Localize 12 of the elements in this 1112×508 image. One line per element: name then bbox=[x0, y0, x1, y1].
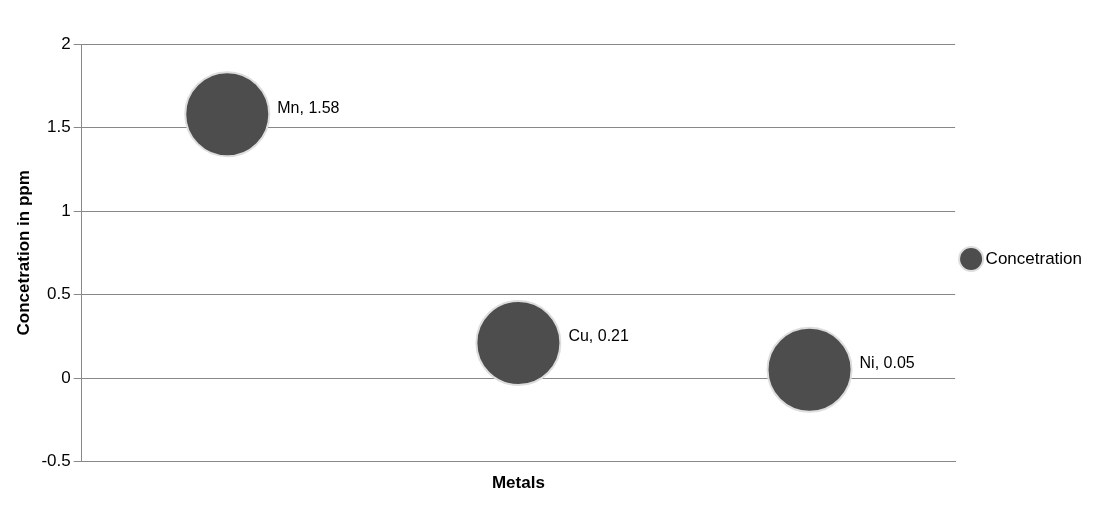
y-axis-title: Concetration in ppm bbox=[13, 170, 33, 336]
y-tick-label: 1.5 bbox=[47, 117, 71, 137]
y-tick-label: 1 bbox=[61, 200, 71, 220]
y-tick-label: 0 bbox=[61, 367, 71, 387]
data-label: Cu, 0.21 bbox=[568, 327, 629, 345]
x-axis-title: Metals bbox=[491, 473, 545, 493]
legend-label: Concetration bbox=[985, 248, 1082, 268]
y-tick-label: 2 bbox=[61, 33, 71, 53]
data-label: Mn, 1.58 bbox=[277, 98, 340, 116]
y-tick-label: 0.5 bbox=[47, 284, 71, 304]
y-tick-label: -0.5 bbox=[41, 451, 71, 471]
data-label: Ni, 0.05 bbox=[859, 354, 915, 372]
